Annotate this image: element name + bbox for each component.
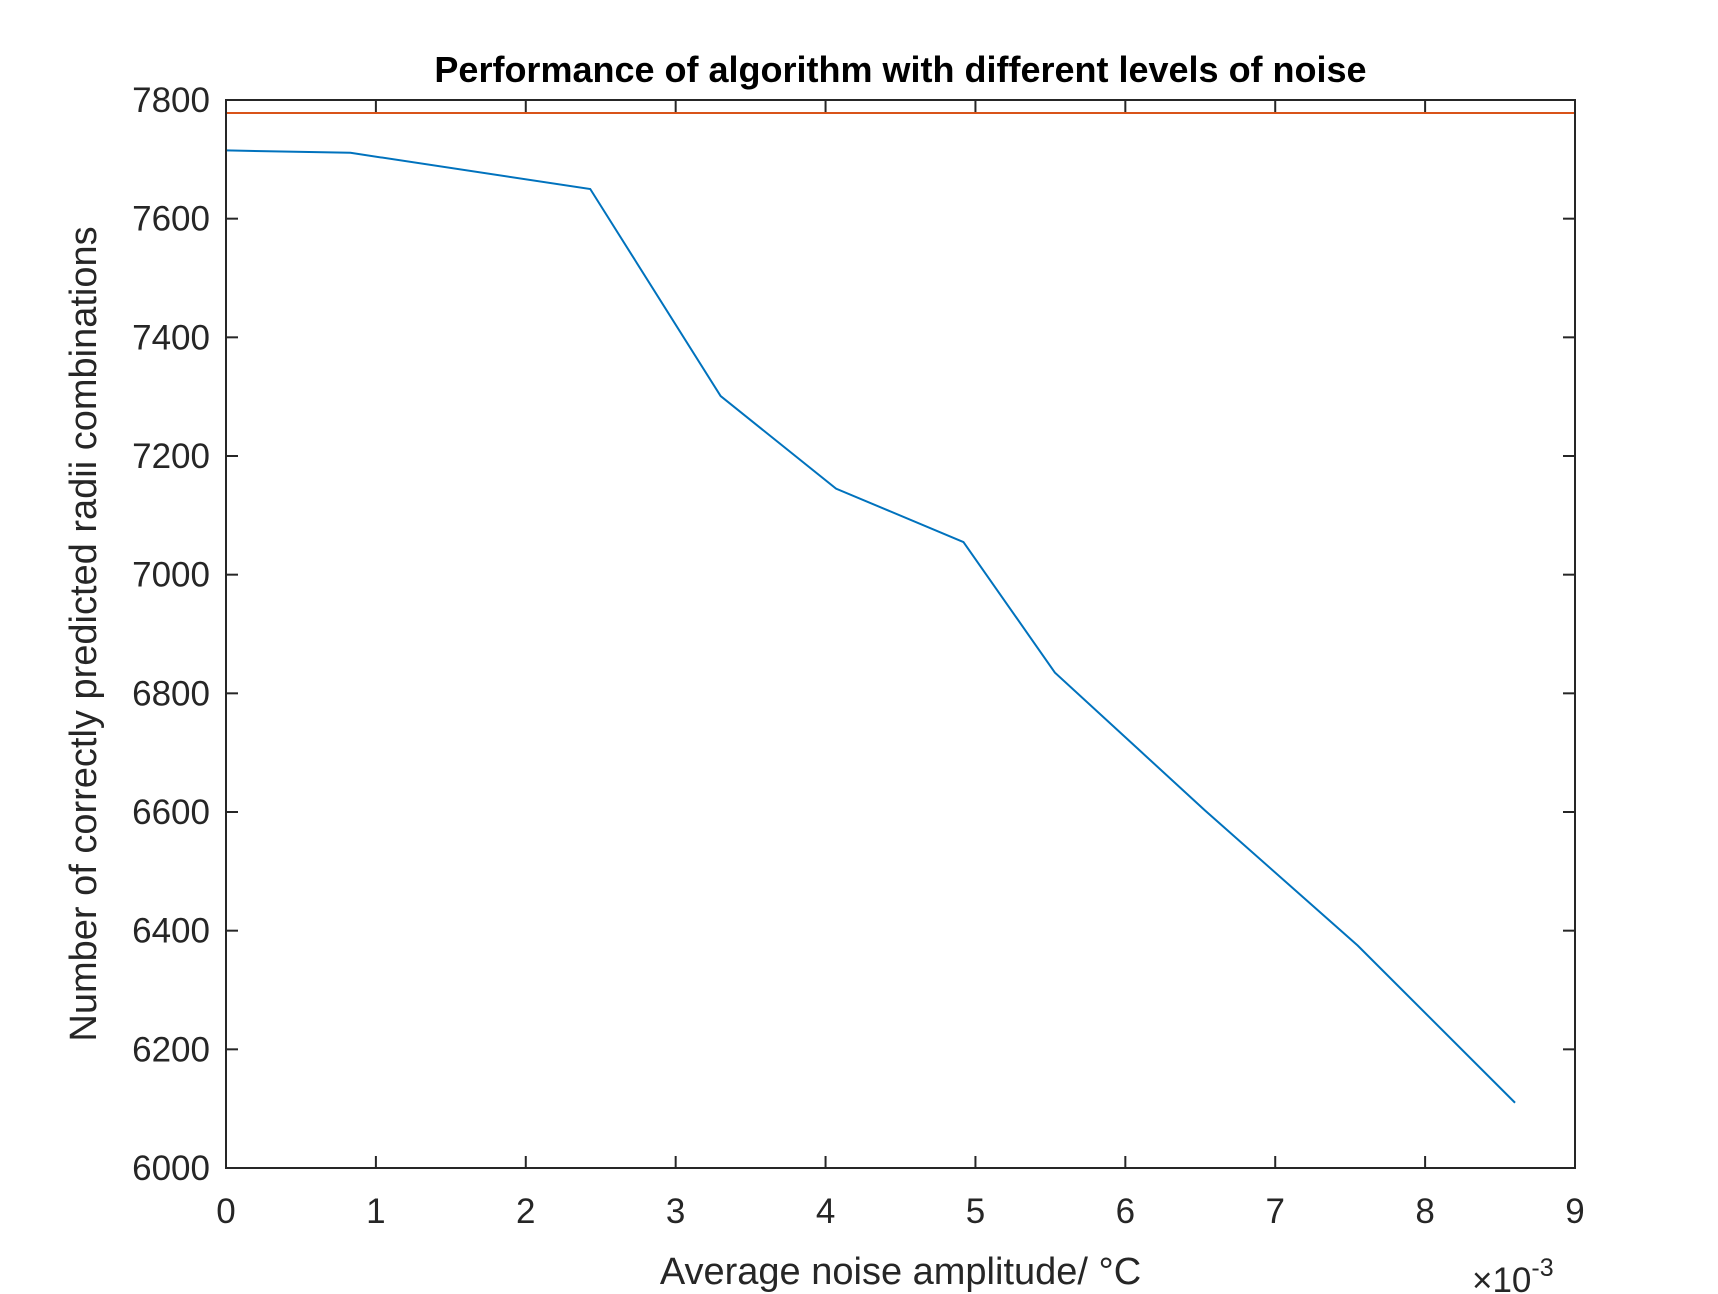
x-axis-label: Average noise amplitude/ °C bbox=[660, 1251, 1141, 1293]
y-tick-label: 6200 bbox=[132, 1030, 210, 1069]
x-axis-exponent-power: -3 bbox=[1531, 1254, 1553, 1282]
x-tick-label: 0 bbox=[216, 1192, 235, 1231]
x-tick-label: 6 bbox=[1116, 1192, 1135, 1231]
x-tick-label: 8 bbox=[1415, 1192, 1434, 1231]
y-tick-label: 6800 bbox=[132, 674, 210, 713]
x-tick-label: 5 bbox=[966, 1192, 985, 1231]
y-tick-label: 7200 bbox=[132, 437, 210, 476]
y-tick-label: 7800 bbox=[132, 81, 210, 120]
series-layer bbox=[225, 112, 1575, 1104]
chart-title: Performance of algorithm with different … bbox=[434, 49, 1366, 90]
plot-area-frame bbox=[225, 99, 1576, 1169]
y-tick-label: 7400 bbox=[132, 318, 210, 357]
x-tick-label: 3 bbox=[666, 1192, 685, 1231]
y-axis-label: Number of correctly predicted radii comb… bbox=[63, 226, 105, 1041]
y-tick-label: 6600 bbox=[132, 793, 210, 832]
x-tick-label: 7 bbox=[1265, 1192, 1284, 1231]
x-axis: 0 1 2 3 4 5 6 7 8 9 bbox=[216, 100, 1585, 1231]
x-tick-label: 1 bbox=[366, 1192, 385, 1231]
x-axis-exponent: ×10-3 bbox=[1472, 1254, 1554, 1294]
y-tick-label: 6000 bbox=[132, 1149, 210, 1188]
y-tick-label: 7600 bbox=[132, 200, 210, 239]
y-tick-label: 7000 bbox=[132, 556, 210, 595]
series-line-1 bbox=[225, 149, 1516, 1104]
x-tick-label: 9 bbox=[1565, 1192, 1584, 1231]
y-axis: 6000 6200 6400 6600 6800 7000 7200 7400 7600 7800 bbox=[132, 81, 1575, 1188]
x-tick-label: 2 bbox=[516, 1192, 535, 1231]
y-tick-label: 6400 bbox=[132, 912, 210, 951]
x-axis-exponent-base: ×10 bbox=[1472, 1261, 1531, 1294]
x-tick-label: 4 bbox=[816, 1192, 835, 1231]
